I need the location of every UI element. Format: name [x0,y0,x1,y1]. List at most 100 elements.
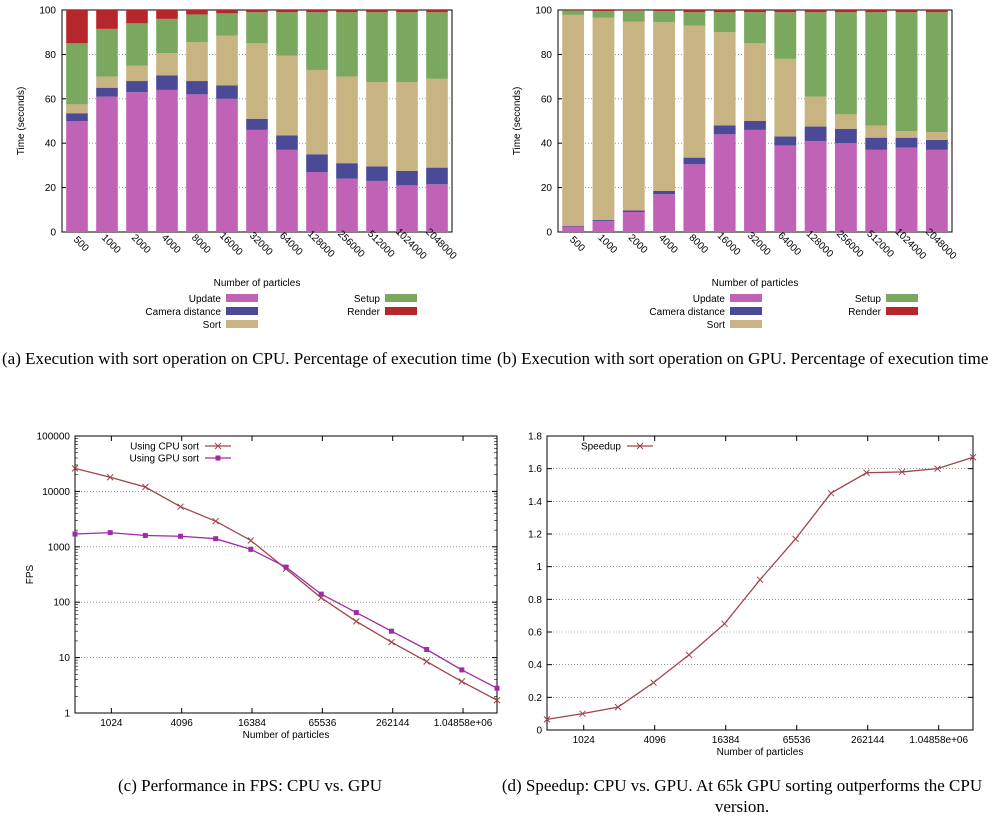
y-tick-label: 40 [45,139,57,150]
bar-segment [653,190,675,195]
y-tick-label: 1000 [48,542,71,553]
x-axis-label: Number of particles [712,278,799,289]
data-point [756,576,764,584]
caption-d: (d) Speedup: CPU vs. GPU. At 65k GPU sor… [501,776,983,816]
legend-swatch [226,320,258,328]
bar-segment [336,12,358,77]
bar-segment [713,134,736,232]
x-tick-label: 32000 [745,231,773,259]
bar-segment [744,12,766,44]
x-tick-label: 256000 [834,229,866,261]
marker-stroke [579,710,586,718]
marker-stroke [106,473,114,481]
legend-swatch [886,307,918,315]
bar-segment [426,167,448,185]
bar-segment [216,98,238,232]
x-tick-label: 64000 [775,231,803,259]
marker-stroke [212,517,220,525]
bar-segment [366,166,388,181]
bar-segment [562,10,585,15]
data-point [493,696,501,704]
bar-segment [426,10,448,13]
x-tick-label: 65536 [308,718,336,729]
bar-segment [246,12,268,44]
bar-segment [366,82,388,167]
legend-label: Sort [707,320,726,331]
bar-segment [66,121,88,232]
y-tick-label: 1.2 [528,530,542,541]
legend-label: Update [189,294,222,305]
bar-segment [186,14,208,43]
bar-segment [865,12,888,126]
legend-label: Render [347,307,380,318]
data-point [579,710,586,718]
legend-swatch [226,294,258,302]
bar-segment [925,12,948,133]
y-tick-label: 100 [53,598,70,609]
bar-segment [592,17,615,220]
legend-swatch [730,294,762,302]
bar-segment [713,12,736,33]
marker-stroke [756,576,764,584]
bar-segment [622,10,645,11]
data-point [388,638,395,646]
x-axis-label: Number of particles [717,747,804,758]
data-point [71,465,79,472]
data-point [827,489,835,497]
legend-label: Camera distance [145,307,221,318]
bar-segment [426,184,448,232]
bar-segment [592,10,615,12]
x-tick-label: 64000 [277,231,305,259]
bar-segment [96,28,118,77]
y-tick-label: 10000 [42,487,70,498]
bar-segment [246,118,268,130]
bar-segment [306,69,328,155]
bar-segment [925,139,948,150]
data-point [107,530,113,536]
bar-segment [835,12,857,115]
data-point [248,546,254,552]
x-tick-label: 128000 [305,229,337,261]
bar-segment [186,94,208,232]
y-tick-label: 100 [535,6,552,17]
bar-segment [774,58,797,137]
x-tick-label: 512000 [365,229,397,261]
bar-segment [804,10,827,13]
y-tick-label: 0.4 [528,660,542,671]
bar-segment [336,163,358,179]
bar-segment [96,76,118,88]
marker-stroke [352,618,360,625]
y-tick-label: 60 [45,94,57,105]
data-point [685,651,693,659]
bar-segment [895,147,918,232]
bar-segment [126,92,148,232]
bar-segment [835,10,857,13]
data-point [424,647,430,653]
y-tick-label: 1.6 [528,464,542,475]
panel-b: 0 20 40 60 80 100 500 1000 2000 4000 8000 16000 3200… [500,0,990,340]
bar-segment [306,10,328,13]
y-tick-label: 0 [536,726,542,737]
data-point [283,564,289,570]
bar-segment [622,10,645,22]
bar-segment [186,42,208,82]
data-point [213,536,219,542]
plot-frame [74,435,498,714]
bar-segment [865,10,888,13]
y-tick-label: 0.6 [528,628,542,639]
bar-segment [96,10,118,29]
line-chart-fps: 1 10 100 1000 10000 100000 1024 4096 16384 65536 2… [25,432,501,741]
bar-segment [156,10,178,19]
bar-segment [156,18,178,54]
plot-frame [546,435,974,731]
bar-segment [126,10,148,24]
bar-segment [66,113,88,121]
x-tick-label: 2000 [626,232,650,256]
x-tick-label: 65536 [783,735,811,746]
bar-segment [336,76,358,164]
bar-segment [396,170,418,186]
bar-segment [156,53,178,76]
bar-segment [186,10,208,15]
bar-segment [396,12,418,83]
bar-segment [306,172,328,232]
